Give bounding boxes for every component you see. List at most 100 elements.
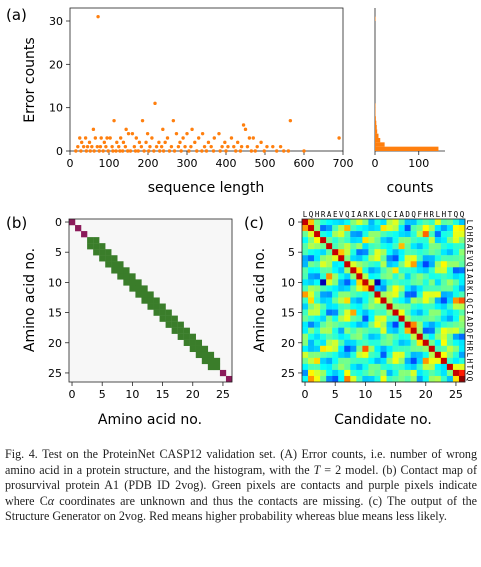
generator-cell [386,243,393,250]
hist-bar [375,120,377,125]
scatter-point [217,131,221,136]
sequence-residue-right: Q [465,298,474,303]
generator-cell [458,315,466,322]
generator-cell [338,267,345,274]
generator-cell [356,255,363,262]
scatter-point [98,144,103,149]
generator-cell [380,273,387,280]
generator-cell [410,345,417,353]
scatter-point [224,149,228,153]
generator-cell [404,279,411,286]
generator-cell [314,273,321,280]
sequence-residue-right: C [465,304,474,309]
hist-bar [375,133,379,138]
generator-cell [320,375,327,383]
x-tick-label: 200 [138,157,159,170]
generator-cell [332,351,339,359]
generator-cell [386,249,393,256]
generator-cell [416,375,423,383]
scatter-point [212,136,216,140]
generator-cell [428,363,436,371]
generator-cell [302,291,309,298]
contact-cell [117,267,124,274]
scatter-point [288,118,293,123]
generator-cell [446,363,454,371]
generator-cell [314,243,321,250]
generator-cell [374,261,381,268]
sequence-residue-right: V [465,256,474,261]
generator-cell [302,255,309,262]
generator-cell [338,243,345,250]
generator-cell [422,291,429,298]
scatter-point [161,127,165,132]
scatter-point [95,144,100,149]
generator-cell [422,375,429,383]
generator-cell [326,279,333,286]
generator-cell [356,369,363,377]
scatter-point [83,136,88,140]
generator-cell [314,237,321,244]
generator-cell [440,279,448,286]
contact-cell [225,375,233,383]
generator-cell [458,357,466,365]
contact-cell [111,255,118,262]
generator-cell [428,321,436,328]
y-tick-label: 0 [55,216,62,229]
generator-cell [422,309,429,316]
scatter-point [108,136,112,140]
generator-cell [374,327,381,334]
generator-cell [350,357,357,365]
generator-cell [416,291,423,298]
generator-cell [308,237,315,244]
sequence-residue-top: A [327,210,332,219]
generator-cell [422,369,429,377]
contact-cell [201,357,209,365]
generator-cell [434,357,442,365]
generator-cell [344,357,351,365]
generator-cell [332,273,339,280]
generator-cell [410,297,417,304]
generator-cell [398,375,405,383]
contact-cell [99,243,106,250]
generator-cell [302,303,309,310]
generator-cell [332,297,339,304]
generator-cell [320,237,327,244]
generator-cell [302,357,309,365]
generator-cell [440,327,448,334]
generator-cell [392,267,399,274]
generator-cell [308,255,315,262]
contact-cell [147,291,154,298]
generator-cell [302,333,309,340]
generator-cell [344,315,351,322]
scatter-point [90,144,94,149]
scatter-point [163,140,167,145]
generator-cell [314,285,321,292]
generator-cell [440,243,448,250]
generator-cell [458,375,466,383]
generator-cell [416,231,423,238]
generator-cell [320,267,327,274]
y-tick-label: 10 [48,276,62,289]
generator-cell [440,219,448,226]
scatter-point [234,149,238,153]
generator-cell [320,309,327,316]
generator-cell [422,261,429,268]
generator-cell [446,321,454,328]
generator-cell [344,273,351,280]
caption-run: T [313,462,321,477]
generator-cell [332,303,339,310]
generator-cell [392,345,399,353]
generator-cell [458,285,466,292]
generator-cell [428,339,436,346]
generator-cell [368,243,375,250]
scatter-point [265,144,269,149]
sequence-residue-right: R [465,280,474,285]
contact-cell [177,321,184,328]
generator-cell [350,303,357,310]
generator-cell [452,249,460,256]
sequence-residue-top: Q [309,210,314,219]
scatter-point [104,144,108,149]
generator-cell [326,315,333,322]
